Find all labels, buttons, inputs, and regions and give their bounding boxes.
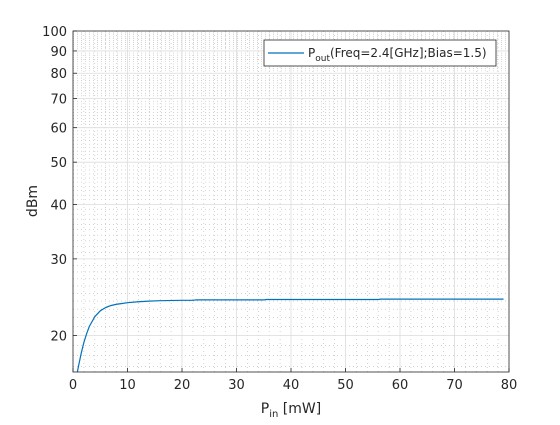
- legend-label: Pout(Freq=2.4[GHz];Bias=1.5): [308, 46, 487, 64]
- legend: Pout(Freq=2.4[GHz];Bias=1.5): [263, 39, 497, 67]
- y-tick-label: 40: [50, 198, 67, 213]
- x-tick-label: 10: [119, 378, 136, 393]
- x-tick-label: 70: [446, 378, 463, 393]
- minor-grid: [73, 31, 509, 372]
- y-tick-label: 100: [42, 25, 67, 40]
- y-axis-title: dBm: [25, 185, 41, 217]
- y-tick-label: 30: [50, 253, 67, 268]
- x-tick-label: 60: [392, 378, 409, 393]
- x-tick-label: 50: [337, 378, 354, 393]
- x-axis-title: Pin [mW]: [261, 401, 321, 420]
- x-tick-label: 40: [283, 378, 300, 393]
- y-tick-label: 70: [50, 93, 67, 108]
- x-tick-label: 80: [501, 378, 518, 393]
- series-layer: [76, 298, 504, 373]
- tick-labels: 0 10 20 30 40 50 60 70 80 20 30 40 50 60 70 80 90 100: [42, 25, 517, 393]
- ticks: [72, 30, 510, 372]
- y-tick-label: 80: [50, 67, 67, 82]
- x-tick-label: 0: [69, 378, 77, 393]
- y-tick-label: 50: [50, 156, 67, 171]
- x-tick-label: 30: [228, 378, 245, 393]
- x-tick-label: 20: [174, 378, 191, 393]
- y-tick-label: 20: [50, 330, 67, 345]
- y-tick-label: 90: [50, 45, 67, 60]
- series-line: [76, 298, 504, 373]
- y-tick-label: 60: [50, 122, 67, 137]
